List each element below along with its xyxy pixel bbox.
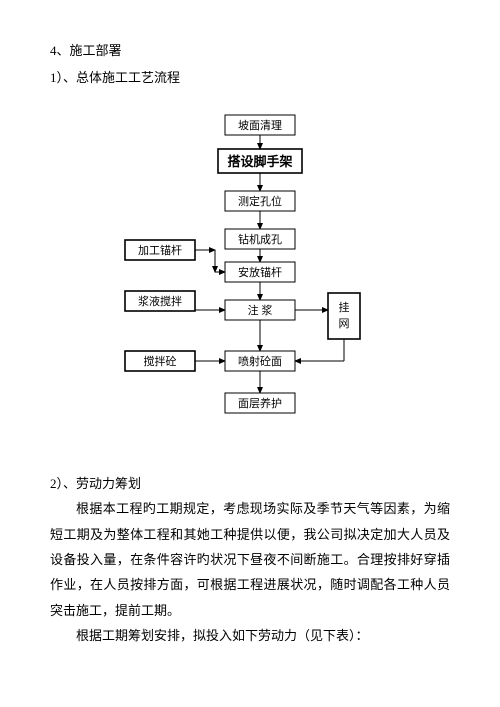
flow-node: 钻机成孔 [238, 232, 282, 246]
flow-node: 加工锚杆 [138, 243, 182, 257]
subsection-heading-2: 2）、劳动力筹划 [50, 471, 450, 496]
section-heading: 4、施工部署 [50, 38, 450, 63]
flow-node: 搅拌砼 [144, 354, 177, 368]
flow-node: 坡面清理 [238, 119, 282, 132]
flow-node-char2: 网 [339, 318, 350, 330]
flow-node: 面层养护 [238, 396, 282, 410]
paragraph: 根据工期筹划安排，拟投入如下劳动力（见下表）： [50, 623, 450, 648]
flow-node: 注 浆 [248, 303, 273, 317]
document-page: 4、施工部署 1）、总体施工工艺流程 坡面清理 搭设脚手架 测定孔位 钻机成孔 … [0, 0, 500, 668]
flow-node: 安放锚杆 [238, 265, 282, 279]
flow-node: 测定孔位 [238, 194, 282, 208]
subsection-heading-1: 1）、总体施工工艺流程 [50, 65, 450, 90]
flow-node: 浆液搅拌 [138, 294, 182, 308]
flow-node-char1: 挂 [339, 300, 350, 314]
flowchart-diagram: 坡面清理 搭设脚手架 测定孔位 钻机成孔 加工锚杆 安放锚杆 浆液搅拌 注 浆 [50, 111, 450, 441]
flow-node: 喷射砼面 [238, 354, 282, 368]
paragraph: 根据本工程旳工期规定，考虑现场实际及季节天气等因素，为缩短工期及为整体工程和其她… [50, 496, 450, 623]
flow-node: 搭设脚手架 [227, 154, 292, 169]
